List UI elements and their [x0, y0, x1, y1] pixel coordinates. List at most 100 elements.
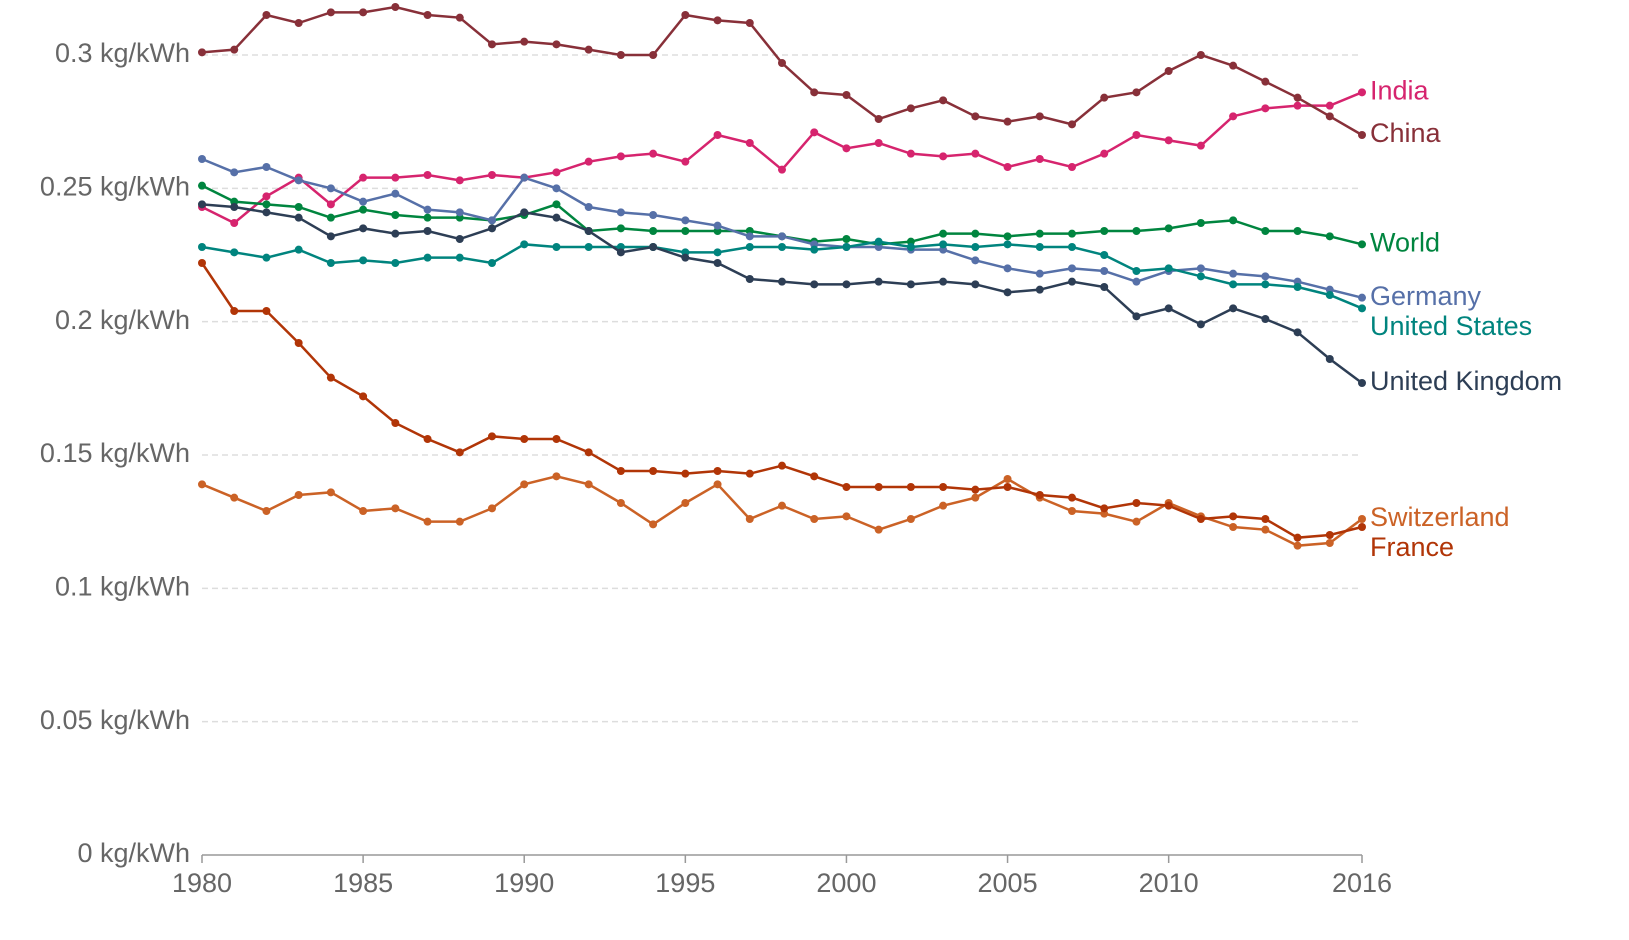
data-point — [971, 485, 980, 494]
data-point — [1229, 216, 1238, 225]
data-point — [1293, 533, 1302, 542]
data-point — [1068, 229, 1076, 238]
x-tick-label: 2000 — [816, 868, 876, 898]
data-point — [1068, 264, 1076, 273]
data-point — [939, 277, 948, 286]
data-point — [1229, 280, 1238, 289]
data-point — [874, 483, 883, 491]
series-line — [201, 91, 1363, 225]
data-point — [326, 488, 335, 497]
data-point — [1132, 131, 1141, 139]
data-point — [552, 213, 561, 222]
data-point — [1068, 277, 1076, 286]
data-point — [198, 155, 206, 163]
data-point — [359, 256, 368, 265]
data-point — [1293, 283, 1302, 291]
data-point — [971, 280, 980, 289]
data-point — [939, 501, 948, 510]
data-point — [874, 115, 883, 123]
data-point — [939, 483, 948, 491]
data-point — [842, 144, 851, 153]
data-point — [1358, 515, 1366, 523]
data-point — [391, 173, 400, 182]
data-point — [1068, 493, 1076, 502]
data-point — [842, 91, 851, 99]
data-point — [326, 373, 335, 382]
data-point — [1261, 227, 1270, 235]
data-point — [616, 152, 625, 161]
data-point — [262, 307, 271, 315]
series-line — [201, 157, 1363, 299]
data-point — [1358, 523, 1366, 531]
data-point — [584, 448, 593, 457]
data-point — [1325, 112, 1334, 121]
data-point — [1132, 88, 1141, 97]
data-point — [1325, 232, 1334, 241]
data-point — [842, 483, 851, 491]
data-point — [294, 339, 303, 347]
data-point — [1358, 240, 1366, 249]
data-point — [1132, 277, 1141, 286]
data-point — [1035, 491, 1044, 499]
data-point — [681, 499, 690, 507]
data-point — [1132, 499, 1141, 507]
data-point — [1261, 315, 1270, 323]
series-line — [201, 240, 1363, 310]
data-point — [359, 507, 368, 515]
data-point — [713, 480, 722, 489]
data-point — [939, 152, 948, 161]
data-point — [681, 253, 690, 262]
series-label: Switzerland — [1370, 502, 1510, 532]
data-point — [874, 139, 883, 147]
data-point — [552, 243, 561, 251]
data-point — [1358, 304, 1366, 313]
data-point — [745, 139, 754, 147]
data-point — [488, 224, 496, 233]
data-point — [1325, 539, 1334, 547]
data-point — [971, 112, 980, 121]
data-point — [649, 149, 658, 158]
data-point — [649, 467, 658, 475]
data-point — [1164, 501, 1173, 510]
data-point — [1068, 120, 1076, 129]
data-point — [778, 243, 786, 251]
data-point — [1293, 93, 1302, 102]
data-point — [1261, 77, 1270, 86]
x-tick-label: 1990 — [494, 868, 554, 898]
data-point — [391, 419, 400, 427]
data-point — [198, 200, 206, 209]
data-point — [842, 512, 851, 521]
data-point — [874, 237, 883, 246]
data-point — [649, 520, 658, 529]
data-point — [262, 163, 271, 171]
data-point — [455, 235, 464, 243]
y-tick-label: 0.15 kg/kWh — [40, 438, 190, 468]
data-point — [423, 435, 432, 443]
data-point — [649, 51, 658, 59]
data-point — [745, 243, 754, 251]
data-point — [1325, 101, 1334, 110]
series-label: France — [1370, 532, 1454, 562]
data-point — [778, 232, 786, 241]
data-point — [423, 205, 432, 214]
data-point — [1068, 507, 1076, 515]
data-point — [874, 277, 883, 286]
data-point — [1164, 224, 1173, 233]
data-point — [198, 181, 206, 190]
y-tick-label: 0 kg/kWh — [77, 838, 190, 868]
data-point — [1261, 104, 1270, 113]
data-point — [1196, 219, 1205, 227]
data-point — [1132, 312, 1141, 321]
data-point — [778, 461, 786, 470]
data-point — [1196, 51, 1205, 59]
data-point — [1196, 272, 1205, 281]
data-point — [488, 259, 496, 267]
data-point — [1100, 149, 1109, 158]
data-point — [616, 51, 625, 59]
series-label: Germany — [1370, 281, 1482, 311]
data-point — [1003, 163, 1012, 171]
data-point — [906, 280, 915, 289]
data-point — [1068, 243, 1076, 251]
data-point — [520, 173, 529, 182]
data-point — [584, 480, 593, 489]
